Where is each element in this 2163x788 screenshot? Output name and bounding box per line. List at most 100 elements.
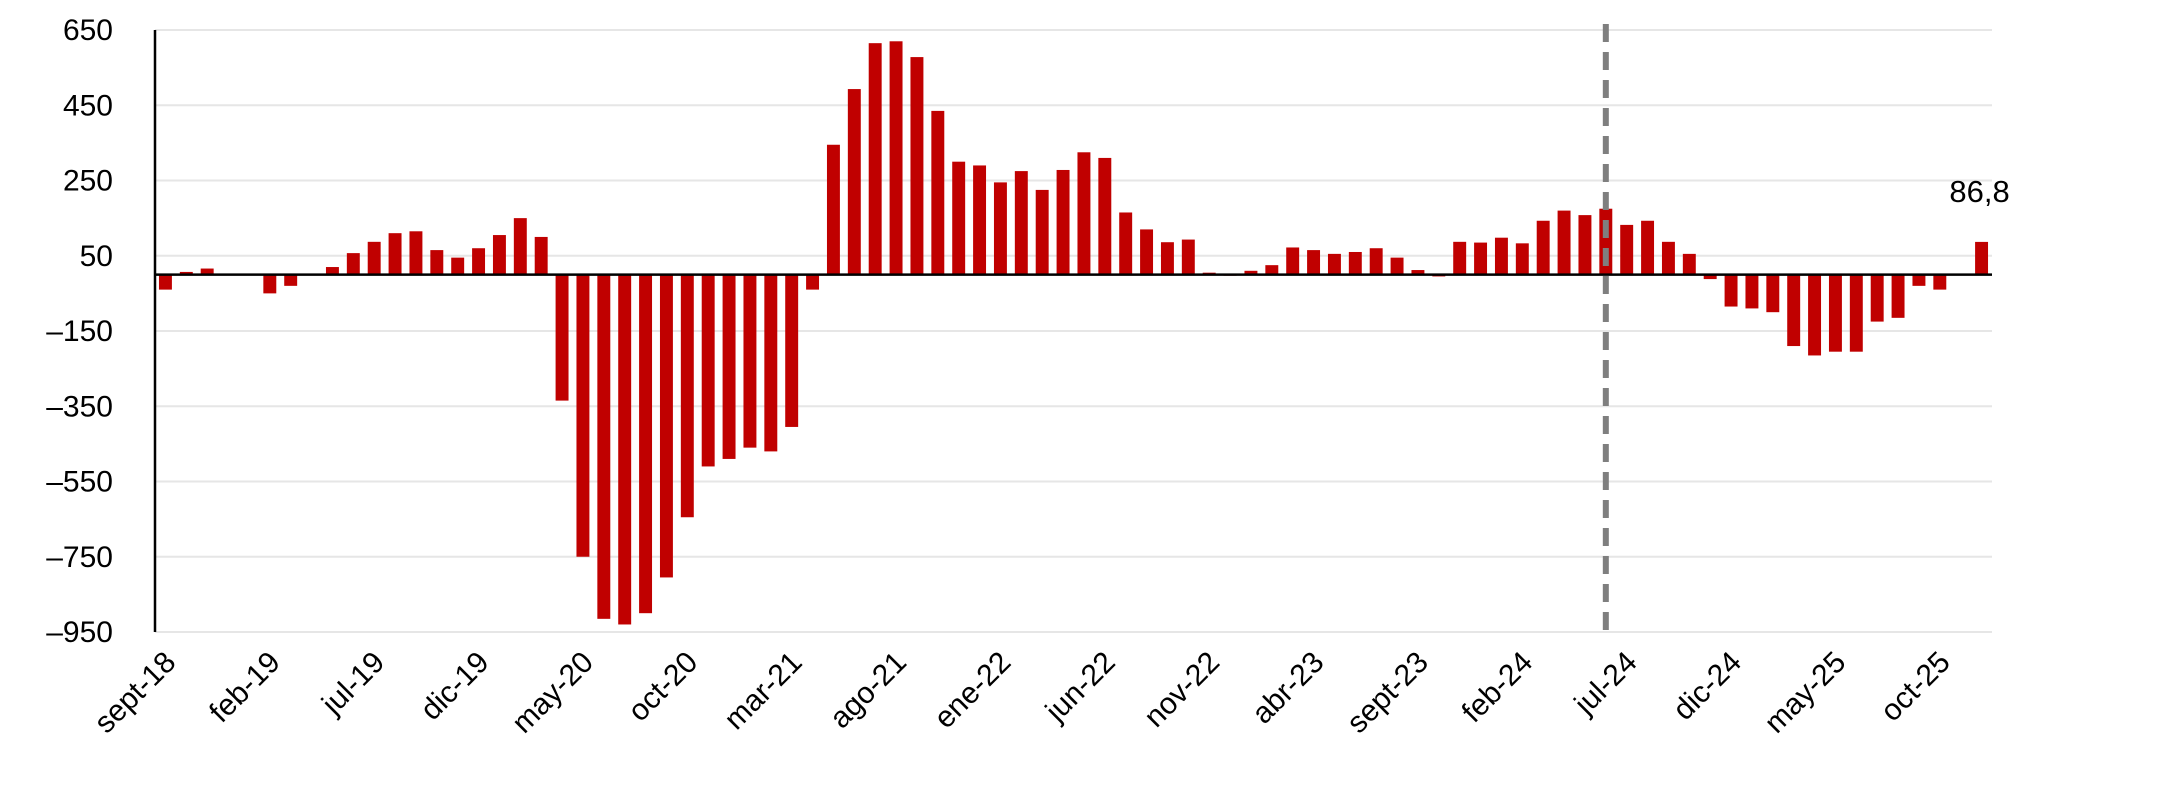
bar [952,161,966,275]
y-tick-label: –550 [46,466,113,499]
bar [409,231,423,275]
data-label: 86,8 [1949,174,2009,209]
x-tick-label: sept-18 [88,646,182,740]
bar [1494,237,1508,275]
x-tick-label: nov-22 [1138,646,1226,734]
bar [1745,274,1759,309]
bar [576,274,590,557]
x-tick-label: oct-25 [1874,646,1956,728]
bar [1891,274,1905,318]
axes [153,30,1992,632]
bar [1578,215,1592,275]
x-tick-label: dic-19 [414,646,495,727]
bar [1307,250,1321,275]
bar [263,274,277,294]
bar [1119,212,1133,275]
bar [1912,274,1926,286]
y-tick-label: 250 [63,165,113,198]
bar [785,274,799,427]
x-tick-label: ago-21 [824,646,913,735]
bar [1641,220,1655,275]
bar [1620,224,1634,275]
y-tick-label: 650 [63,14,113,47]
y-axis-tick-labels: 650 450 250 50 –150 –350 –550 –750 –950 [46,14,113,649]
bar [826,144,840,275]
bar [1536,220,1550,275]
bar [346,253,360,275]
bar [1682,253,1696,275]
bar [722,274,736,459]
bar [513,218,527,275]
x-tick-label: jul-19 [315,646,391,722]
bar [1975,241,1989,275]
bar [1181,239,1195,275]
bar [764,274,778,452]
bar [472,248,486,275]
x-axis-tick-labels: sept-18 feb-19 jul-19 dic-19 may-20 oct-20 mar… [88,646,1956,740]
bar [1557,210,1571,275]
bar [1160,242,1174,275]
y-tick-label: –950 [46,616,113,649]
bar [931,110,945,275]
bar [158,274,172,290]
bar [597,274,611,619]
bar [806,274,820,290]
x-tick-label: may-20 [506,646,600,740]
bar [701,274,715,467]
bar [1474,242,1488,275]
y-tick-label: 450 [63,89,113,122]
bar [1140,229,1154,275]
bar [1515,243,1529,275]
x-tick-label: may-25 [1758,646,1852,740]
bar [1661,241,1675,275]
bar [618,274,632,625]
x-tick-label: jul-24 [1568,646,1644,722]
bar [680,274,694,518]
bar [1766,274,1780,313]
y-tick-label: –350 [46,390,113,423]
bar [1828,274,1842,352]
bar [659,274,673,578]
x-tick-label: feb-24 [1456,646,1539,729]
bar [1703,274,1717,280]
y-tick-label: –750 [46,541,113,574]
bar [993,182,1007,275]
bar [639,274,653,614]
bar [1327,253,1341,275]
bar [534,236,548,275]
bar [325,267,339,275]
bar [492,235,506,275]
bar [1599,208,1613,275]
x-tick-label: abr-23 [1246,646,1331,731]
bar [743,274,757,448]
bar [1244,270,1258,275]
bar [200,268,214,275]
bar [1390,257,1404,275]
bars [158,41,1989,625]
bar [973,165,987,275]
bar [868,43,882,275]
bar [1849,274,1863,352]
x-tick-label: sept-23 [1341,646,1435,740]
bar [1348,251,1362,275]
bar [847,89,861,275]
x-tick-label: jun-22 [1039,646,1122,729]
x-tick-label: oct-20 [622,646,704,728]
bar [1369,248,1383,275]
annotations: 86,8 [1949,174,2009,209]
y-tick-label: –150 [46,315,113,348]
bar [451,257,465,275]
bar [367,241,381,275]
bar [284,274,298,286]
bar [1286,247,1300,275]
bar [1933,274,1947,290]
bar [1724,274,1738,307]
y-tick-label: 50 [80,240,113,273]
bar [1453,241,1467,275]
bar [1056,169,1070,275]
bar [430,250,444,275]
bar [1787,274,1801,347]
bar [1077,152,1091,275]
bar [1014,171,1028,275]
